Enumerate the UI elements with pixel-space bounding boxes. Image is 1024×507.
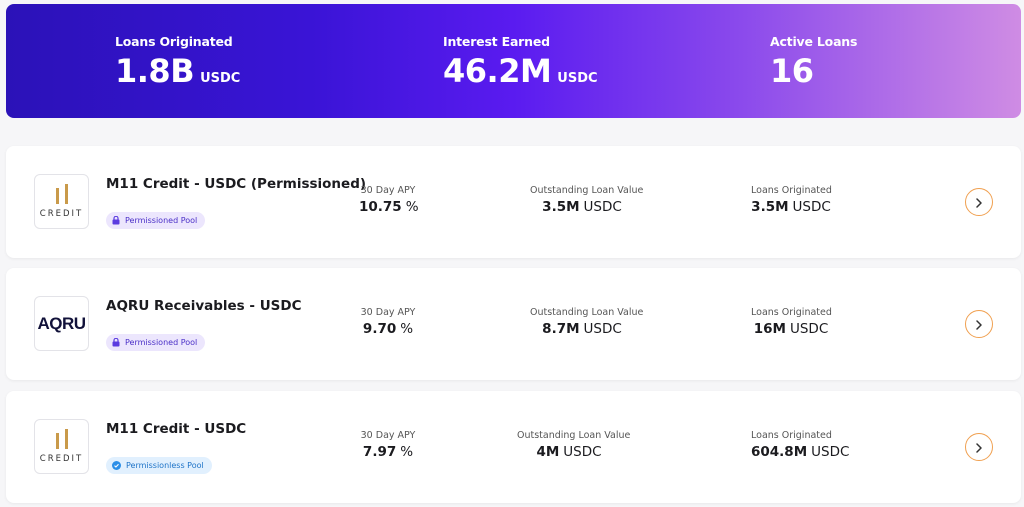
lock-icon [112, 216, 120, 225]
stat-label: Loans Originated [115, 34, 233, 49]
open-pool-button[interactable] [965, 188, 993, 216]
stat-value: 1.8B [115, 52, 195, 90]
stat-unit: USDC [557, 71, 598, 86]
stat-unit: USDC [200, 71, 241, 86]
summary-banner: Loans Originated 1.8B USDC Interest Earn… [6, 4, 1021, 118]
chevron-right-icon [975, 315, 983, 334]
active-loans-stat: Active Loans 16 [770, 34, 857, 89]
originated-metric: Loans Originated 16M USDC [751, 307, 832, 337]
m11-credit-logo: CREDIT [34, 419, 89, 474]
stat-label: Active Loans [770, 34, 858, 49]
pool-name[interactable]: AQRU Receivables - USDC [106, 298, 302, 314]
apy-metric: 30 Day APY 9.70% [360, 307, 416, 337]
outstanding-metric: Outstanding Loan Value 4M USDC [517, 430, 631, 460]
badge-label: Permissionless Pool [126, 461, 204, 470]
permissionless-badge: Permissionless Pool [106, 457, 212, 474]
check-circle-icon [112, 461, 121, 470]
chevron-right-icon [975, 193, 983, 212]
open-pool-button[interactable] [965, 310, 993, 338]
apy-metric: 30 Day APY 7.97% [360, 430, 416, 460]
badge-label: Permissioned Pool [125, 216, 198, 225]
pool-card[interactable]: CREDIT M11 Credit - USDC Permissionless … [6, 391, 1021, 503]
outstanding-metric: Outstanding Loan Value 8.7M USDC [530, 307, 644, 337]
pool-name[interactable]: M11 Credit - USDC (Permissioned) [106, 176, 367, 192]
originated-metric: Loans Originated 604.8M USDC [751, 430, 850, 460]
permissioned-badge: Permissioned Pool [106, 334, 206, 351]
loans-originated-stat: Loans Originated 1.8B USDC [115, 34, 240, 89]
badge-label: Permissioned Pool [125, 338, 198, 347]
apy-metric: 30 Day APY 10.75% [359, 185, 419, 215]
permissioned-badge: Permissioned Pool [106, 212, 206, 229]
pool-card[interactable]: CREDIT M11 Credit - USDC (Permissioned) … [6, 146, 1021, 258]
m11-credit-logo: CREDIT [34, 174, 89, 229]
stat-value: 16 [770, 52, 814, 90]
chevron-right-icon [975, 438, 983, 457]
pool-card[interactable]: AQRU AQRU Receivables - USDC Permissione… [6, 268, 1021, 380]
originated-metric: Loans Originated 3.5M USDC [751, 185, 832, 215]
stat-label: Interest Earned [443, 34, 550, 49]
pool-name[interactable]: M11 Credit - USDC [106, 421, 247, 437]
open-pool-button[interactable] [965, 433, 993, 461]
outstanding-metric: Outstanding Loan Value 3.5M USDC [530, 185, 644, 215]
interest-earned-stat: Interest Earned 46.2M USDC [443, 34, 598, 89]
lock-icon [112, 338, 120, 347]
stat-value: 46.2M [443, 52, 552, 90]
aqru-logo: AQRU [34, 296, 89, 351]
